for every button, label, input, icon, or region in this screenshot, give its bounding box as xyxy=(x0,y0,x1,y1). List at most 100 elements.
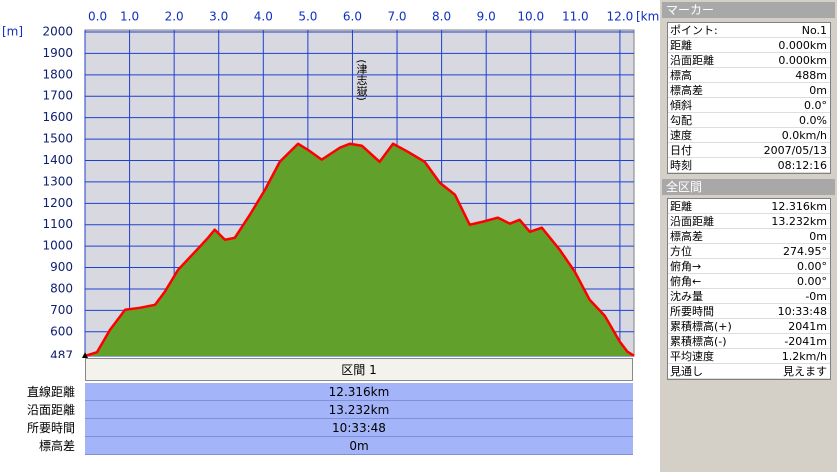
row-label: 距離 xyxy=(670,39,692,52)
panel-row: 沿面距離 13.232km xyxy=(668,214,830,229)
segment-row: 直線距離 12.316km xyxy=(0,383,633,401)
segment-row: 沿面距離 13.232km xyxy=(0,401,633,419)
row-label: 標高差 xyxy=(670,230,703,243)
x-tick-label: 0.0 xyxy=(88,10,107,24)
panel-row: 沿面距離 0.000km xyxy=(668,53,830,68)
chart: [m] [km] 487 600 700 800 900 1000 1100 1200 1300… xyxy=(2,10,660,358)
panel-row: 速度 0.0km/h xyxy=(668,128,830,143)
y-tick-label: 1400 xyxy=(42,153,73,167)
panel-row: 方位 274.95° xyxy=(668,244,830,259)
row-value: 0.0% xyxy=(799,114,827,127)
row-value: 1.2km/h xyxy=(781,350,827,363)
segment-row: 所要時間 10:33:48 xyxy=(0,419,633,437)
row-value: 0.00° xyxy=(797,260,827,273)
panel-row: 見通し 見えます xyxy=(668,364,830,379)
row-label: 標高差 xyxy=(670,84,703,97)
y-tick-label: 800 xyxy=(50,281,73,295)
panel-row: 俯角← 0.00° xyxy=(668,274,830,289)
y-tick-label: 1900 xyxy=(42,46,73,60)
row-label: 方位 xyxy=(670,245,692,258)
panel-row: ポイント: No.1 xyxy=(668,23,830,38)
x-tick-label: 4.0 xyxy=(254,10,273,24)
y-tick-label: 1300 xyxy=(42,174,73,188)
row-value: 0m xyxy=(85,437,633,455)
row-label: 所要時間 xyxy=(670,305,714,318)
row-label: 俯角→ xyxy=(670,260,702,273)
row-value: 0.000km xyxy=(778,54,827,67)
y-tick-label: 600 xyxy=(50,324,73,338)
panel-row: 傾斜 0.0° xyxy=(668,98,830,113)
row-value: No.1 xyxy=(801,24,827,37)
panel-row: 日付 2007/05/13 xyxy=(668,143,830,158)
row-label: 沿面距離 xyxy=(670,215,714,228)
row-label: 平均速度 xyxy=(670,350,714,363)
row-value: 13.232km xyxy=(771,215,827,228)
panel-row: 累積標高(-) -2041m xyxy=(668,334,830,349)
y-unit: [m] xyxy=(2,25,23,39)
x-tick-label: 6.0 xyxy=(343,10,362,24)
row-label: 日付 xyxy=(670,144,692,157)
row-label: 時刻 xyxy=(670,159,692,172)
y-tick-label: 1800 xyxy=(42,67,73,81)
row-value: 488m xyxy=(795,69,827,82)
row-value: 0.0° xyxy=(804,99,827,112)
panel-row: 俯角→ 0.00° xyxy=(668,259,830,274)
start-marker xyxy=(82,352,88,358)
x-tick-label: 1.0 xyxy=(120,10,139,24)
panel-row: 標高差 0m xyxy=(668,229,830,244)
row-value: 0m xyxy=(809,84,827,97)
row-value: 08:12:16 xyxy=(777,159,827,172)
row-value: 見えます xyxy=(783,365,827,378)
panel-row: 標高 488m xyxy=(668,68,830,83)
row-value: -2041m xyxy=(784,335,827,348)
y-tick-label: 1000 xyxy=(42,239,73,253)
row-label: 直線距離 xyxy=(26,385,75,399)
panel-row: 距離 0.000km xyxy=(668,38,830,53)
marker-title: マーカー xyxy=(662,2,835,18)
row-value: 0m xyxy=(809,230,827,243)
row-value: 2007/05/13 xyxy=(763,144,827,157)
x-tick-label: 5.0 xyxy=(298,10,317,24)
elevation-line xyxy=(84,142,635,358)
x-unit: [km] xyxy=(636,10,660,24)
y-tick-label: 1700 xyxy=(42,89,73,103)
y-tick-label: 900 xyxy=(50,260,73,274)
panel-row: 累積標高(+) 2041m xyxy=(668,319,830,334)
row-label: 俯角← xyxy=(670,275,702,288)
marker-table: ポイント: No.1 距離 0.000km 沿面距離 0.000km 標高 488m 標高差 0m… xyxy=(667,22,831,174)
annotation: (津志嶽) xyxy=(355,59,368,101)
y-tick-label: 1100 xyxy=(42,217,73,231)
row-label: 沈み量 xyxy=(670,290,703,303)
row-value: 0.0km/h xyxy=(781,129,827,142)
elevation-area xyxy=(85,143,634,356)
row-value: 12.316km xyxy=(771,200,827,213)
segment-title: 区間 1 xyxy=(85,358,633,381)
row-value: 274.95° xyxy=(783,245,827,258)
row-value: 12.316km xyxy=(85,383,633,401)
x-tick-label: 3.0 xyxy=(209,10,228,24)
y-tick-label: 2000 xyxy=(42,25,73,39)
y-tick-label: 1200 xyxy=(42,196,73,210)
row-label: 沿面距離 xyxy=(26,403,75,417)
panel-row: 沈み量 -0m xyxy=(668,289,830,304)
x-tick-label: 9.0 xyxy=(477,10,496,24)
row-label: 速度 xyxy=(670,129,692,142)
row-label: 沿面距離 xyxy=(670,54,714,67)
panel-row: 勾配 0.0% xyxy=(668,113,830,128)
y-tick-label: 1600 xyxy=(42,110,73,124)
row-value: 13.232km xyxy=(85,401,633,419)
row-label: 勾配 xyxy=(670,114,692,127)
row-label: 距離 xyxy=(670,200,692,213)
x-tick-label: 2.0 xyxy=(165,10,184,24)
panel-row: 標高差 0m xyxy=(668,83,830,98)
row-label: 累積標高(-) xyxy=(670,335,727,348)
y-tick-label: 700 xyxy=(50,303,73,317)
row-label: 所要時間 xyxy=(26,421,75,435)
panel-row: 距離 12.316km xyxy=(668,199,830,214)
x-tick-label: 12.0 xyxy=(607,10,634,24)
row-value: 0.000km xyxy=(778,39,827,52)
row-label: ポイント: xyxy=(670,24,718,37)
row-value: 10:33:48 xyxy=(777,305,827,318)
panel-row: 所要時間 10:33:48 xyxy=(668,304,830,319)
